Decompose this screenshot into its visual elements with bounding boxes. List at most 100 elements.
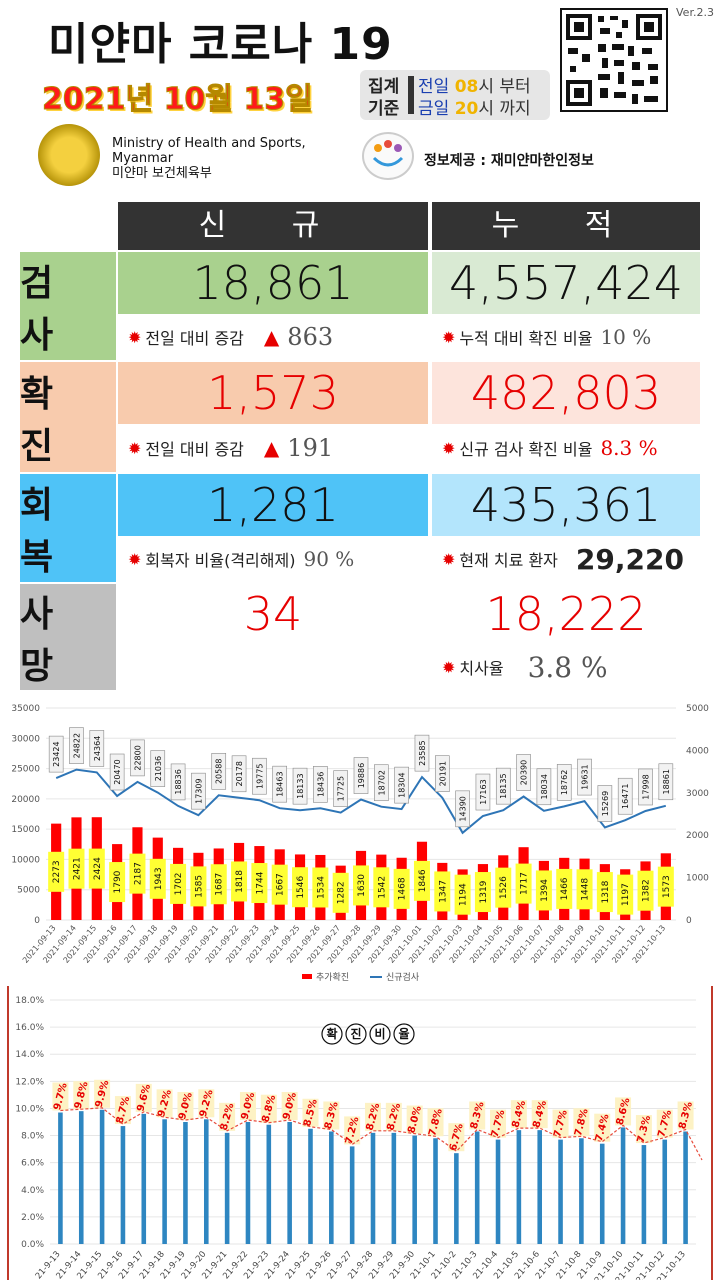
virus-icon: ✹ bbox=[128, 327, 142, 347]
rate-bar bbox=[78, 1111, 84, 1244]
rate-bar bbox=[599, 1143, 605, 1244]
page-title: 미얀마 코로나 19 bbox=[48, 19, 393, 70]
tests-line bbox=[55, 768, 667, 835]
ministry-emblem-icon bbox=[38, 124, 100, 186]
tests-point-label-bg bbox=[374, 764, 389, 802]
qr-code-icon[interactable] bbox=[560, 8, 668, 112]
tests-point-label: 18861 bbox=[662, 769, 671, 794]
title-bubble bbox=[345, 1023, 367, 1045]
rate-bar bbox=[662, 1139, 668, 1244]
tests-point-label-bg bbox=[89, 730, 105, 767]
basis-to: 금일 20시 까지 bbox=[418, 99, 531, 119]
confirmed-new-value: 1,573 bbox=[118, 362, 428, 424]
tests-point-label-bg bbox=[150, 750, 166, 787]
legend-confirmed-label: 추가확진 bbox=[316, 971, 349, 983]
rate-bar bbox=[99, 1109, 105, 1244]
confirmed-bar-label-bg bbox=[393, 868, 410, 909]
tests-point-label: 18133 bbox=[296, 773, 305, 798]
confirmed-bar-label: 1744 bbox=[255, 871, 265, 894]
y-tick-label: 14.0% bbox=[15, 1050, 44, 1060]
chart-title-char: 확 bbox=[326, 1026, 337, 1041]
confirmed-bar-label: 1282 bbox=[337, 881, 347, 904]
confirmed-bar-label: 1534 bbox=[316, 876, 326, 899]
confirmed-bar-label: 1546 bbox=[296, 875, 306, 898]
rate-label-bg bbox=[573, 1108, 590, 1137]
y-tick-label: 18.0% bbox=[15, 996, 44, 1006]
y-tick-label: 12.0% bbox=[15, 1077, 44, 1087]
tests-point-label: 17309 bbox=[194, 778, 203, 803]
tests-point-label: 17725 bbox=[337, 776, 346, 801]
virus-icon: ✹ bbox=[442, 438, 456, 458]
rate-bar bbox=[183, 1122, 188, 1244]
tests-point-label-bg bbox=[617, 777, 633, 815]
confirmed-bar-label: 1448 bbox=[581, 878, 591, 901]
rate-label-bg bbox=[615, 1097, 632, 1126]
tests-point-label: 20470 bbox=[113, 759, 122, 784]
virus-icon: ✹ bbox=[128, 438, 142, 458]
recovered-cumulative-note: ✹ 현재 치료 환자 29,220 bbox=[432, 536, 700, 582]
tests-point-label-bg bbox=[231, 755, 247, 793]
confirmed-bar-label: 1585 bbox=[194, 875, 204, 898]
rate-label-bg bbox=[323, 1101, 340, 1130]
title-bubble bbox=[321, 1023, 343, 1045]
confirmed-bar-label: 1667 bbox=[276, 873, 286, 896]
confirmed-new-note: ✹ 전일 대비 증감 ▲ 191 bbox=[118, 424, 428, 472]
rate-label-bg bbox=[114, 1096, 131, 1125]
deaths-new-value: 34 bbox=[118, 584, 428, 644]
tests-point-label-bg bbox=[211, 752, 227, 790]
rate-label-bg bbox=[260, 1094, 277, 1123]
confirmed-bar-label-bg bbox=[332, 872, 349, 913]
confirmed-cumulative-value: 482,803 bbox=[432, 362, 700, 424]
confirmed-cumulative-note: ✹ 신규 검사 확진 비율 8.3 % bbox=[432, 424, 700, 472]
rate-bar bbox=[495, 1139, 501, 1244]
rate-bar bbox=[308, 1128, 313, 1244]
rate-label-bg bbox=[344, 1116, 361, 1145]
rate-bar bbox=[683, 1131, 688, 1244]
rate-label-bg bbox=[510, 1100, 527, 1129]
tests-point-label: 18836 bbox=[174, 769, 183, 794]
tests-point-label-bg bbox=[170, 763, 186, 801]
confirmed-bar-label: 1197 bbox=[621, 883, 631, 906]
y-tick-label: 16.0% bbox=[15, 1023, 44, 1033]
virus-icon: ✹ bbox=[128, 549, 142, 569]
tests-point-label-bg bbox=[434, 755, 450, 793]
tests-point-label: 20390 bbox=[520, 760, 529, 785]
rate-bar bbox=[120, 1126, 126, 1244]
confirmed-bar-label-bg bbox=[292, 867, 309, 908]
rate-label-bg bbox=[219, 1102, 236, 1131]
rate-bar bbox=[141, 1113, 147, 1244]
row-label-recovered: 회 복 bbox=[20, 474, 116, 582]
tests-point-label-bg bbox=[577, 758, 592, 796]
y-right-tick-label: 0 bbox=[686, 916, 692, 926]
y-tick-label: 10.0% bbox=[15, 1104, 44, 1114]
y-left-tick-label: 10000 bbox=[11, 855, 40, 865]
confirmed-bar-label-bg bbox=[312, 867, 329, 908]
tests-point-label-bg bbox=[597, 785, 613, 822]
confirmed-bar-label-bg bbox=[413, 860, 430, 901]
tests-point-label: 24364 bbox=[93, 736, 102, 761]
rate-bar bbox=[349, 1146, 355, 1244]
chart-title-char: 진 bbox=[350, 1026, 361, 1041]
tests-point-label-bg bbox=[313, 766, 328, 803]
confirmed-bar-label: 1790 bbox=[113, 870, 123, 893]
tests-point-label: 19631 bbox=[581, 764, 590, 789]
confirmed-bar-label-bg bbox=[353, 865, 369, 906]
confirmed-bar-label-bg bbox=[474, 872, 491, 913]
tests-point-label: 20178 bbox=[235, 761, 244, 786]
tests-point-label-bg bbox=[292, 767, 308, 805]
confirmed-bar-label: 1526 bbox=[499, 876, 509, 899]
tests-point-label: 18762 bbox=[560, 770, 569, 795]
tests-point-label-bg bbox=[638, 768, 653, 806]
deaths-cumulative-value: 18,222 bbox=[432, 584, 700, 644]
rate-label-bg bbox=[448, 1123, 465, 1152]
rate-bar bbox=[412, 1135, 417, 1244]
confirmed-bar-label-bg bbox=[556, 868, 573, 909]
rate-bar bbox=[579, 1138, 584, 1244]
y-tick-label: 2.0% bbox=[21, 1213, 44, 1223]
confirmed-bar-label: 1468 bbox=[398, 877, 408, 900]
tests-point-label: 18034 bbox=[540, 774, 549, 799]
rate-label-bg bbox=[198, 1089, 215, 1118]
title-bubble bbox=[369, 1023, 391, 1045]
legend-tests-label: 신규검사 bbox=[386, 971, 420, 983]
tests-point-label-bg bbox=[69, 727, 84, 764]
